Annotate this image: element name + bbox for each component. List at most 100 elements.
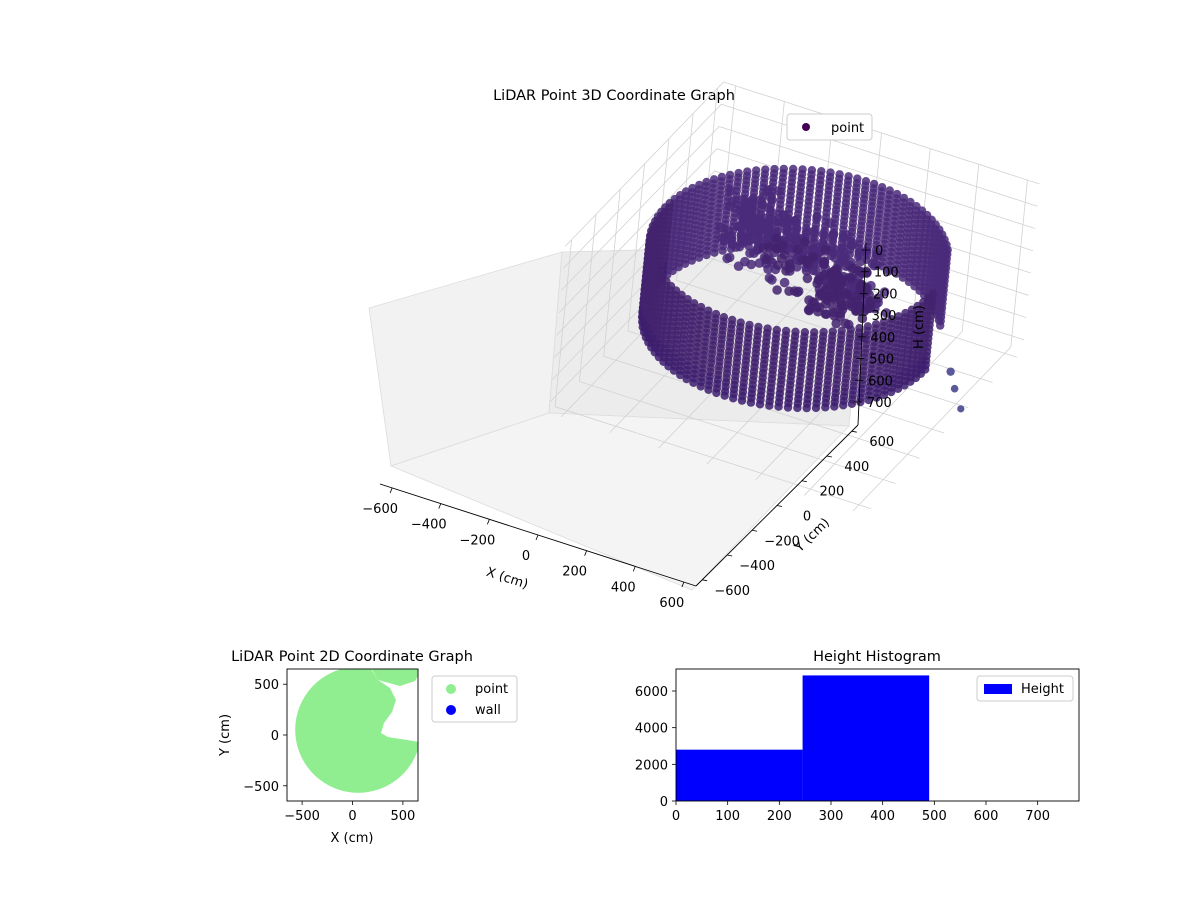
point-3d <box>847 264 858 274</box>
legend-histogram: Height <box>976 675 1074 702</box>
point-3d <box>855 281 866 292</box>
point-3d <box>802 403 811 413</box>
x-tick-label-2d: −500 <box>284 809 320 824</box>
y-tick <box>826 455 832 458</box>
chart-3d-title: LiDAR Point 3D Coordinate Graph <box>493 88 735 104</box>
point-cloud-2d-upper <box>371 669 418 686</box>
point-3d <box>820 293 831 304</box>
grid-y-side <box>578 214 597 382</box>
point-3d <box>715 222 726 233</box>
legend-3d-marker-point <box>802 123 810 131</box>
point-3d <box>735 221 745 231</box>
legend-3d: point <box>786 113 873 141</box>
point-3d <box>737 396 747 405</box>
point-3d <box>777 240 788 251</box>
grid-y-side <box>627 163 645 332</box>
y-tick-label: 600 <box>869 435 894 450</box>
x-axis-label-2d: X (cm) <box>331 831 374 846</box>
x-tick <box>389 487 393 494</box>
x-tick-label-hist: 200 <box>767 809 792 824</box>
point-3d <box>820 244 831 255</box>
point-3d <box>773 260 783 271</box>
point-3d <box>814 302 825 313</box>
point-3d <box>826 250 837 261</box>
x-tick-label: −600 <box>362 502 398 517</box>
point-3d <box>718 246 727 255</box>
grid-z <box>560 125 1036 291</box>
point-3d <box>729 394 738 403</box>
point-3d <box>733 261 744 272</box>
point-3d <box>676 370 685 380</box>
point-3d <box>828 303 838 313</box>
point-3d <box>825 218 835 228</box>
y-tick-label-hist: 2000 <box>635 758 668 773</box>
point-3d <box>811 403 821 413</box>
point-3d <box>802 226 812 237</box>
x-tick <box>487 519 490 525</box>
point-3d <box>702 250 711 260</box>
point-3d <box>802 273 813 284</box>
histogram-bar <box>802 675 930 801</box>
point-3d <box>738 207 749 218</box>
x-tick <box>584 550 587 556</box>
grid-x-back <box>1010 180 1028 348</box>
x-tick <box>681 581 685 588</box>
legend-3d-box <box>786 113 873 141</box>
x-tick <box>535 534 539 541</box>
x-tick-label: −200 <box>460 533 496 548</box>
point-3d <box>819 256 830 266</box>
point-3d <box>790 216 801 227</box>
x-tick <box>438 503 442 509</box>
point-3d <box>763 242 774 252</box>
point-3d <box>704 385 713 394</box>
y-tick-label-hist: 6000 <box>635 685 668 700</box>
histogram-bar <box>676 749 803 801</box>
legend-2d-marker-wall <box>446 705 456 715</box>
point-3d <box>881 308 892 318</box>
x-tick-label-hist: 300 <box>819 809 844 824</box>
point-3d <box>869 260 879 271</box>
plot-area-2d <box>295 669 418 793</box>
point-cloud-2d <box>295 669 418 793</box>
x-tick-label-hist: 500 <box>922 809 947 824</box>
x-tick-label: 400 <box>611 580 636 595</box>
y-tick <box>801 480 808 483</box>
point-3d <box>872 393 881 402</box>
point-3d <box>778 217 788 228</box>
point-3d <box>836 278 846 289</box>
point-3d <box>726 234 737 244</box>
plot-frame-histogram <box>675 668 1080 802</box>
point-3d <box>813 275 824 285</box>
point-cloud-3d <box>637 164 965 413</box>
point-3d <box>746 259 756 270</box>
point-3d <box>872 250 883 261</box>
y-tick <box>851 430 857 433</box>
x-tick-label-hist: 100 <box>715 809 740 824</box>
point-3d <box>774 402 783 411</box>
chart-histogram: Height Histogram 0 100 200 300 400 500 600 7000… <box>635 649 1080 824</box>
ticks-2d: −500 −500 0 0 500 500 <box>243 678 415 824</box>
point-3d <box>801 256 812 266</box>
ticks-3d: −600−400−2000200400600−600−400−200020040… <box>362 244 898 611</box>
point-3d <box>722 253 732 264</box>
z-tick-label: 0 <box>875 244 883 259</box>
point-3d <box>767 195 777 205</box>
point-3d <box>838 254 848 265</box>
y-tick <box>727 554 733 557</box>
point-3d <box>720 391 729 400</box>
x-tick-label: 0 <box>522 549 530 564</box>
point-3d <box>936 321 945 330</box>
point-3d <box>687 256 696 265</box>
y-tick-label-2d: −500 <box>243 780 279 795</box>
point-3d <box>883 266 894 276</box>
point-3d <box>833 287 844 298</box>
point-3d <box>855 256 866 267</box>
z-tick-label: 400 <box>870 331 895 346</box>
x-tick <box>632 566 636 572</box>
y-axis-label-2d: Y (cm) <box>218 714 233 757</box>
point-3d <box>765 401 774 410</box>
y-tick-label-hist: 0 <box>660 795 668 810</box>
grid-z <box>565 81 1040 247</box>
grid-y-side <box>603 189 621 357</box>
x-tick-label: 200 <box>562 565 587 580</box>
